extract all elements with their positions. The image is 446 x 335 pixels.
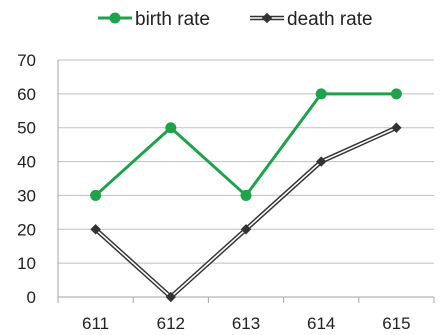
y-axis-ticks: 0 10 20 30 40 50 60 70 <box>17 51 36 307</box>
x-axis-ticks: 611 612 613 614 615 <box>82 314 411 333</box>
data-point-death-rate-611 <box>90 224 101 235</box>
legend-marker-death-rate <box>261 12 273 24</box>
data-point-birth-rate-614 <box>315 88 327 100</box>
legend-item-birth-rate: birth rate <box>98 9 210 30</box>
legend-label-birth-rate: birth rate <box>135 9 210 30</box>
data-point-birth-rate-612 <box>165 122 177 134</box>
series-death-rate <box>90 122 402 303</box>
data-point-birth-rate-613 <box>240 189 252 201</box>
axes <box>57 60 435 303</box>
series-group <box>90 88 402 303</box>
y-tick-label-40: 40 <box>17 153 36 172</box>
legend-item-death-rate: death rate <box>250 9 373 30</box>
y-tick-label-60: 60 <box>17 85 36 104</box>
legend-marker-birth-rate <box>109 12 121 24</box>
y-tick-label-20: 20 <box>17 220 36 239</box>
y-tick-label-0: 0 <box>27 288 36 307</box>
data-point-birth-rate-611 <box>90 189 102 201</box>
data-point-death-rate-612 <box>165 291 177 303</box>
data-point-death-rate-614 <box>315 156 327 167</box>
legend: birth rate death rate <box>98 9 373 30</box>
y-tick-label-30: 30 <box>17 186 36 205</box>
series-birth-rate <box>90 88 402 201</box>
x-tick-label-611: 611 <box>82 314 109 333</box>
y-tick-label-70: 70 <box>17 51 36 70</box>
data-point-death-rate-613 <box>240 224 252 235</box>
x-tick-label-615: 615 <box>382 314 410 333</box>
x-tick-label-613: 613 <box>232 314 260 333</box>
legend-label-death-rate: death rate <box>287 9 373 30</box>
data-point-birth-rate-615 <box>390 88 402 100</box>
y-tick-label-10: 10 <box>17 254 36 273</box>
series-line-birth-rate <box>94 92 397 197</box>
x-tick-label-614: 614 <box>307 314 335 333</box>
data-point-death-rate-615 <box>391 122 402 133</box>
x-tick-label-612: 612 <box>157 314 185 333</box>
y-tick-label-50: 50 <box>17 119 36 138</box>
